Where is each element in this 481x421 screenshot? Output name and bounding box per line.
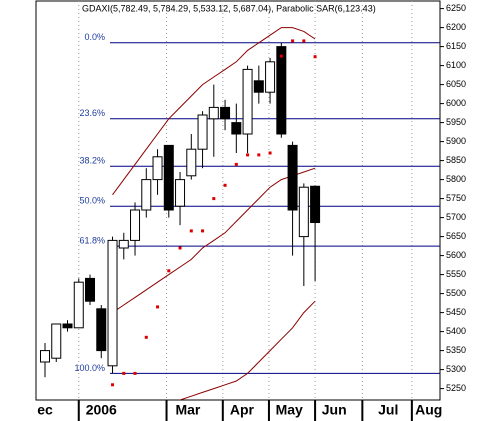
- y-tick-label: 6000: [446, 98, 466, 108]
- candle-body: [276, 46, 287, 135]
- x-tick-label: May: [276, 402, 303, 418]
- sar-dot: [313, 55, 317, 59]
- candle-body: [130, 209, 141, 241]
- sar-dot: [246, 153, 250, 157]
- y-tick-label: 6150: [446, 41, 466, 51]
- chart-title: GDAXI(5,782.49, 5,784.29, 5,533.12, 5,68…: [82, 3, 376, 13]
- fib-label: 38.2%: [79, 156, 105, 166]
- sar-dot: [291, 39, 295, 43]
- sar-dot: [144, 335, 148, 339]
- candle-body: [107, 239, 118, 367]
- y-tick-label: 5850: [446, 155, 466, 165]
- sar-dot: [111, 383, 115, 387]
- y-tick-label: 5450: [446, 307, 466, 317]
- candle-body: [152, 156, 163, 181]
- candle-body: [298, 186, 309, 238]
- x-tick-label: Jul: [378, 402, 398, 418]
- y-tick-label: 6200: [446, 22, 466, 32]
- candle-body: [118, 239, 129, 249]
- candle-body: [287, 144, 298, 211]
- candle-body: [231, 122, 242, 135]
- x-tick-label: ec: [37, 402, 53, 418]
- fib-label: 0.0%: [84, 32, 105, 42]
- candle-body: [40, 350, 51, 363]
- y-tick-label: 5500: [446, 288, 466, 298]
- x-tick-label: Apr: [230, 402, 255, 418]
- sar-dot: [133, 371, 137, 375]
- candle-body: [310, 185, 321, 224]
- band-lower: [178, 300, 316, 400]
- sar-dot: [223, 183, 227, 187]
- plot-area: [40, 1, 440, 400]
- sar-dot: [156, 305, 160, 309]
- sar-dot: [302, 39, 306, 43]
- sar-dot: [257, 153, 261, 157]
- fib-label: 100.0%: [74, 363, 105, 373]
- sar-dot: [167, 269, 171, 273]
- x-tick-label: Mar: [175, 402, 200, 418]
- y-tick-label: 5350: [446, 345, 466, 355]
- candle-body: [62, 323, 73, 329]
- candle-body: [208, 106, 219, 120]
- fib-label: 50.0%: [79, 196, 105, 206]
- y-tick-label: 6100: [446, 60, 466, 70]
- x-tick-label: Aug: [415, 402, 442, 418]
- y-tick-label: 5900: [446, 136, 466, 146]
- y-tick-label: 5300: [446, 364, 466, 374]
- y-tick-label: 5800: [446, 174, 466, 184]
- y-tick-label: 5550: [446, 269, 466, 279]
- candle-body: [242, 68, 253, 135]
- fib-label: 23.6%: [79, 108, 105, 118]
- band-middle: [112, 167, 316, 314]
- candle-body: [51, 323, 62, 359]
- y-tick-label: 5750: [446, 193, 466, 203]
- sar-dot: [122, 371, 126, 375]
- candle-body: [265, 61, 276, 93]
- candle-body: [197, 114, 208, 150]
- sar-dot: [189, 229, 193, 233]
- candle-body: [253, 80, 264, 93]
- sar-dot: [201, 229, 205, 233]
- sar-dot: [178, 246, 182, 250]
- y-tick-label: 5400: [446, 326, 466, 336]
- y-tick-label: 6250: [446, 3, 466, 13]
- y-tick-label: 5950: [446, 117, 466, 127]
- candle-body: [73, 281, 84, 329]
- candle-body: [96, 308, 107, 352]
- sar-dot: [212, 197, 216, 201]
- fib-label: 61.8%: [79, 235, 105, 245]
- candle-body: [186, 148, 197, 177]
- candle-body: [175, 179, 186, 207]
- candle-body: [220, 106, 231, 120]
- y-tick-label: 5650: [446, 231, 466, 241]
- y-tick-label: 5600: [446, 250, 466, 260]
- candle-body: [85, 277, 96, 302]
- x-tick-label: Jun: [322, 402, 347, 418]
- y-tick-label: 6050: [446, 79, 466, 89]
- candle-body: [141, 179, 152, 211]
- x-tick-label: 2006: [86, 402, 117, 418]
- y-tick-label: 5700: [446, 212, 466, 222]
- sar-dot: [268, 151, 272, 155]
- sar-dot: [279, 54, 283, 58]
- y-tick-label: 5250: [446, 383, 466, 393]
- band-upper: [112, 27, 316, 196]
- candle-body: [163, 144, 174, 211]
- sar-dot: [234, 162, 238, 166]
